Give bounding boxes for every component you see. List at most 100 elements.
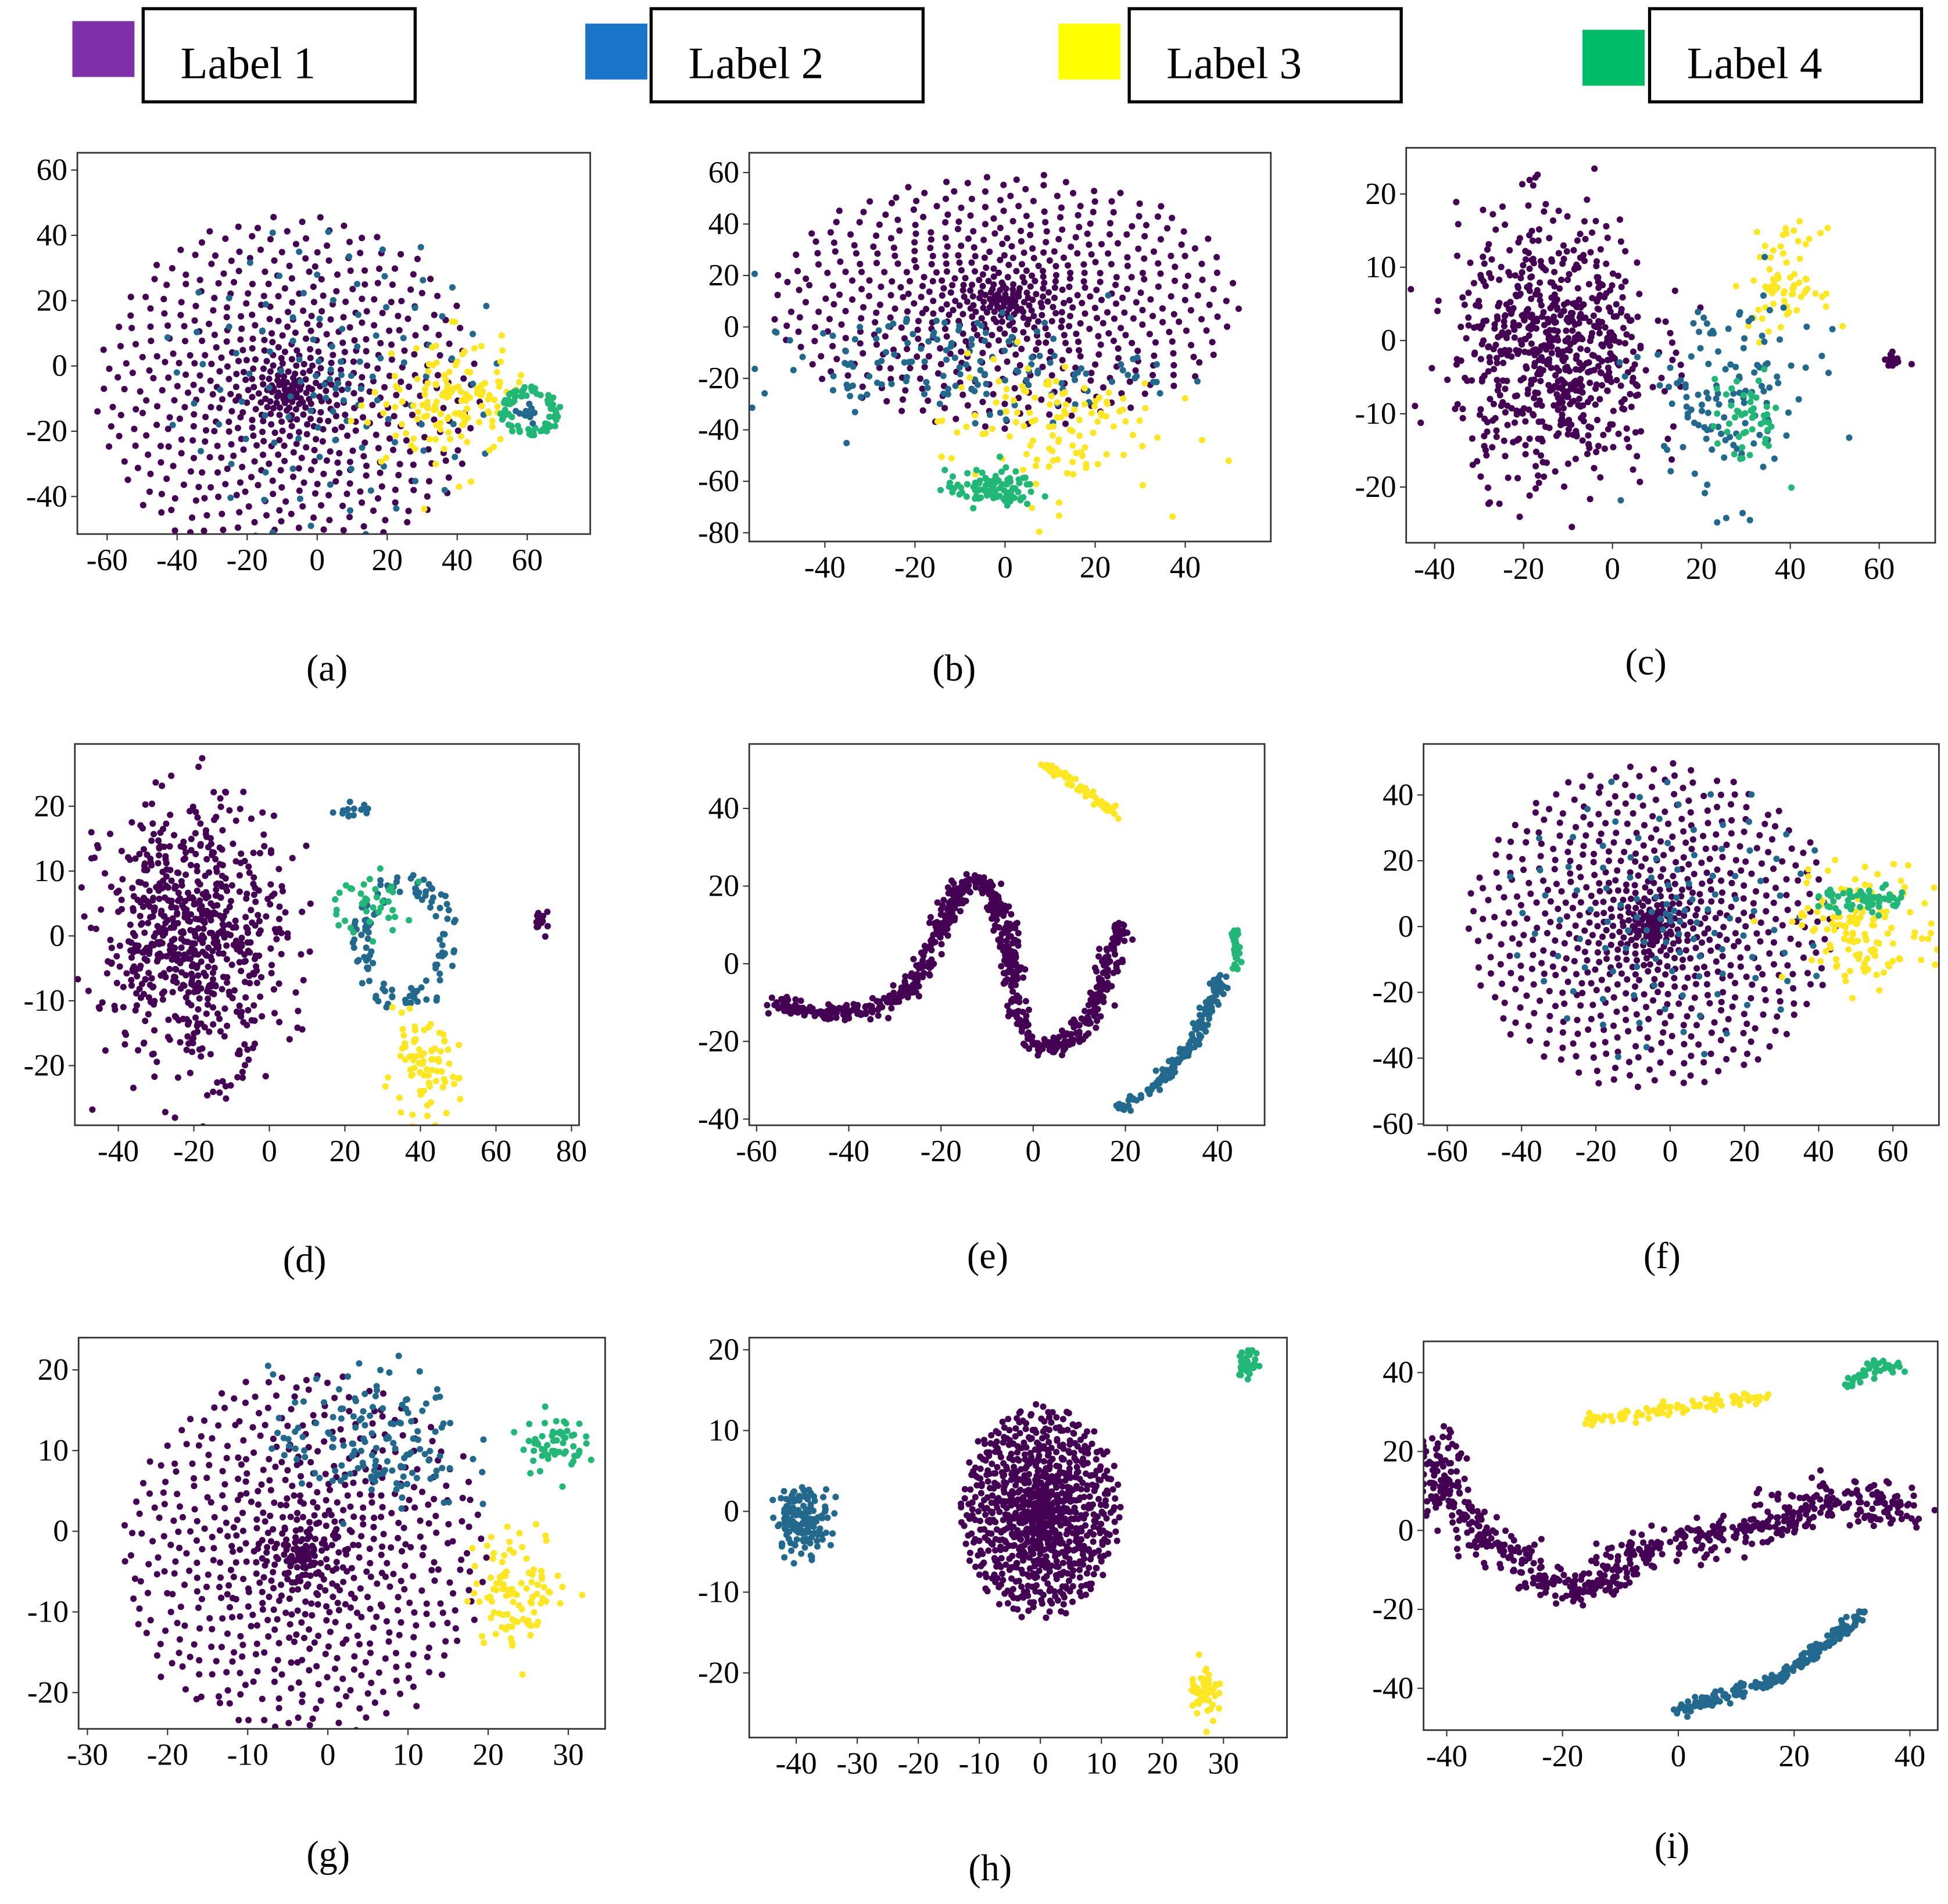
point-label-1 — [1583, 360, 1590, 367]
point-label-2 — [359, 444, 366, 451]
point-label-1 — [407, 286, 414, 293]
point-label-3 — [1070, 471, 1077, 478]
point-label-1 — [149, 897, 156, 904]
point-label-1 — [1614, 273, 1622, 280]
point-label-1 — [276, 436, 283, 443]
point-label-1 — [171, 832, 178, 839]
point-label-1 — [120, 1004, 127, 1011]
y-tick-label: 60 — [708, 155, 739, 189]
point-label-1 — [289, 854, 296, 862]
point-label-1 — [1529, 237, 1536, 244]
point-label-1 — [268, 969, 275, 976]
point-label-2 — [480, 411, 487, 418]
point-label-2 — [356, 358, 363, 365]
point-label-1 — [1516, 435, 1523, 442]
point-label-1 — [1564, 314, 1571, 321]
legend-box — [1648, 7, 1924, 103]
point-label-3 — [493, 368, 500, 375]
point-label-1 — [253, 979, 260, 986]
point-label-1 — [872, 318, 879, 326]
y-tick-label: 20 — [708, 257, 739, 292]
point-label-1 — [1019, 1008, 1026, 1015]
point-label-4 — [958, 484, 965, 491]
point-label-1 — [911, 300, 918, 307]
point-label-1 — [970, 228, 977, 235]
point-label-2 — [890, 320, 897, 327]
point-label-2 — [1766, 384, 1773, 391]
point-label-1 — [1592, 323, 1599, 331]
point-label-1 — [273, 936, 280, 943]
point-label-4 — [937, 486, 944, 493]
point-label-1 — [1595, 274, 1602, 281]
point-label-1 — [361, 439, 368, 446]
point-label-1 — [1613, 377, 1620, 384]
point-label-1 — [918, 294, 925, 300]
point-label-1 — [1187, 307, 1194, 314]
point-label-2 — [439, 942, 446, 949]
point-label-1 — [1074, 292, 1081, 299]
point-label-1 — [158, 509, 165, 516]
point-label-1 — [220, 527, 227, 534]
point-label-2 — [173, 369, 180, 376]
point-label-1 — [1548, 335, 1555, 342]
point-label-1 — [404, 519, 411, 526]
point-label-3 — [1756, 253, 1764, 260]
point-label-2 — [1730, 390, 1737, 397]
point-label-1 — [155, 837, 162, 844]
point-label-2 — [934, 336, 941, 343]
point-label-1 — [1012, 994, 1019, 1001]
point-label-1 — [898, 324, 905, 331]
point-label-1 — [139, 353, 146, 360]
point-label-1 — [830, 301, 837, 308]
point-label-1 — [307, 900, 314, 907]
point-label-1 — [1532, 325, 1539, 332]
point-label-3 — [429, 1066, 436, 1073]
point-label-1 — [263, 357, 270, 364]
point-label-2 — [434, 961, 441, 968]
point-label-1 — [302, 376, 309, 383]
point-label-3 — [432, 460, 439, 467]
point-label-2 — [1700, 314, 1707, 321]
point-label-1 — [1223, 298, 1230, 305]
point-label-1 — [1000, 207, 1007, 214]
point-label-2 — [1118, 361, 1125, 368]
point-label-2 — [1788, 362, 1795, 369]
point-label-1 — [1501, 323, 1508, 330]
point-label-1 — [1087, 220, 1094, 227]
point-label-1 — [205, 995, 212, 1002]
point-label-1 — [244, 399, 250, 406]
point-label-1 — [1124, 262, 1131, 270]
point-label-1 — [849, 277, 856, 284]
point-label-4 — [545, 421, 552, 428]
point-label-3 — [413, 345, 420, 352]
point-label-1 — [1496, 299, 1503, 306]
point-label-2 — [1766, 307, 1773, 314]
point-label-3 — [455, 383, 462, 391]
point-label-1 — [405, 507, 412, 514]
point-label-1 — [1052, 278, 1059, 285]
point-label-1 — [1564, 213, 1571, 220]
point-label-3 — [1003, 385, 1010, 393]
y-tick-label: -20 — [24, 1048, 65, 1083]
point-label-1 — [1494, 359, 1501, 366]
point-label-3 — [1770, 247, 1777, 254]
point-label-4 — [385, 898, 392, 905]
point-label-2 — [1204, 1021, 1211, 1028]
point-label-2 — [891, 351, 898, 358]
point-label-2 — [957, 371, 964, 378]
point-label-1 — [267, 881, 274, 888]
point-label-1 — [156, 844, 163, 851]
x-tick-label: 20 — [372, 542, 403, 577]
point-label-1 — [238, 325, 245, 332]
point-label-1 — [317, 365, 324, 372]
point-label-1 — [261, 843, 268, 850]
point-label-1 — [1459, 406, 1466, 413]
point-label-1 — [460, 375, 467, 382]
point-label-1 — [136, 850, 143, 857]
point-label-1 — [281, 373, 288, 380]
point-label-1 — [1150, 248, 1157, 255]
point-label-1 — [1580, 411, 1587, 418]
point-label-2 — [1718, 430, 1725, 438]
point-label-1 — [260, 438, 267, 445]
point-label-3 — [433, 359, 440, 366]
